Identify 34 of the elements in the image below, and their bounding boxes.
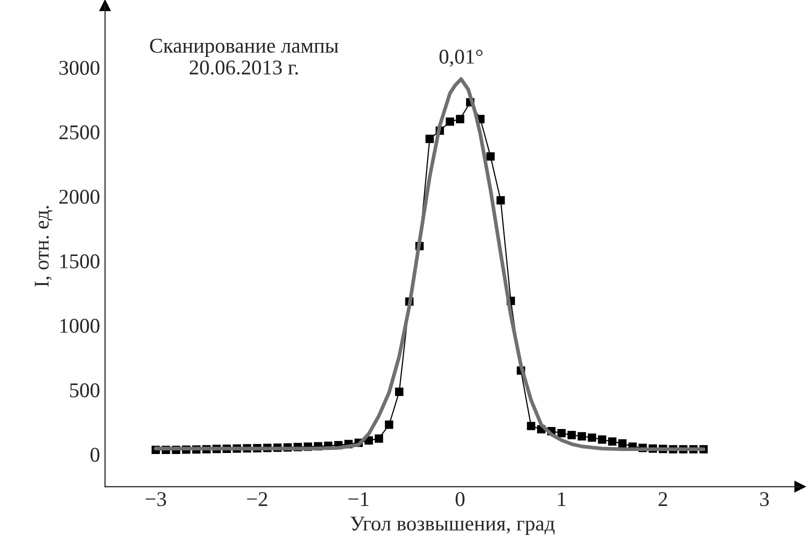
point (496, 196, 505, 204)
point (557, 428, 566, 438)
point (446, 117, 454, 126)
y-tick-label: 1000 (60, 318, 100, 333)
annotation: 0,01° (440, 50, 482, 67)
y-tick-label: 2000 (59, 190, 100, 204)
point (384, 420, 394, 429)
y-tick-label: 0 (90, 448, 100, 462)
x-tick-label: 2 (658, 492, 668, 506)
point (374, 434, 384, 443)
point (598, 435, 606, 444)
x-axis-title: Угол возвышения, град (350, 516, 555, 535)
point (395, 388, 404, 396)
y-tick-label: 2500 (59, 125, 100, 140)
point (486, 152, 495, 161)
y-tick-label: 1500 (60, 254, 100, 268)
annotation: Сканирование лампы 20.06.2013 г. (150, 38, 338, 75)
x-tick-label: 3 (760, 492, 769, 506)
point (608, 437, 616, 446)
point (578, 432, 586, 441)
point (425, 134, 434, 144)
x-tick-label: −2 (247, 492, 268, 506)
x-tick-label: 1 (558, 492, 566, 506)
y-tick-label: 500 (70, 383, 100, 398)
point (618, 439, 627, 448)
point (588, 433, 596, 442)
point (456, 114, 464, 124)
x-tick-label: −3 (146, 492, 166, 506)
y-tick-label: 3000 (60, 60, 100, 75)
x-tick-label: 0 (456, 492, 464, 506)
point (568, 430, 576, 440)
x-tick-label: −1 (348, 492, 368, 506)
y-axis-title: I, отн. ед. (34, 206, 53, 287)
point (526, 422, 536, 430)
